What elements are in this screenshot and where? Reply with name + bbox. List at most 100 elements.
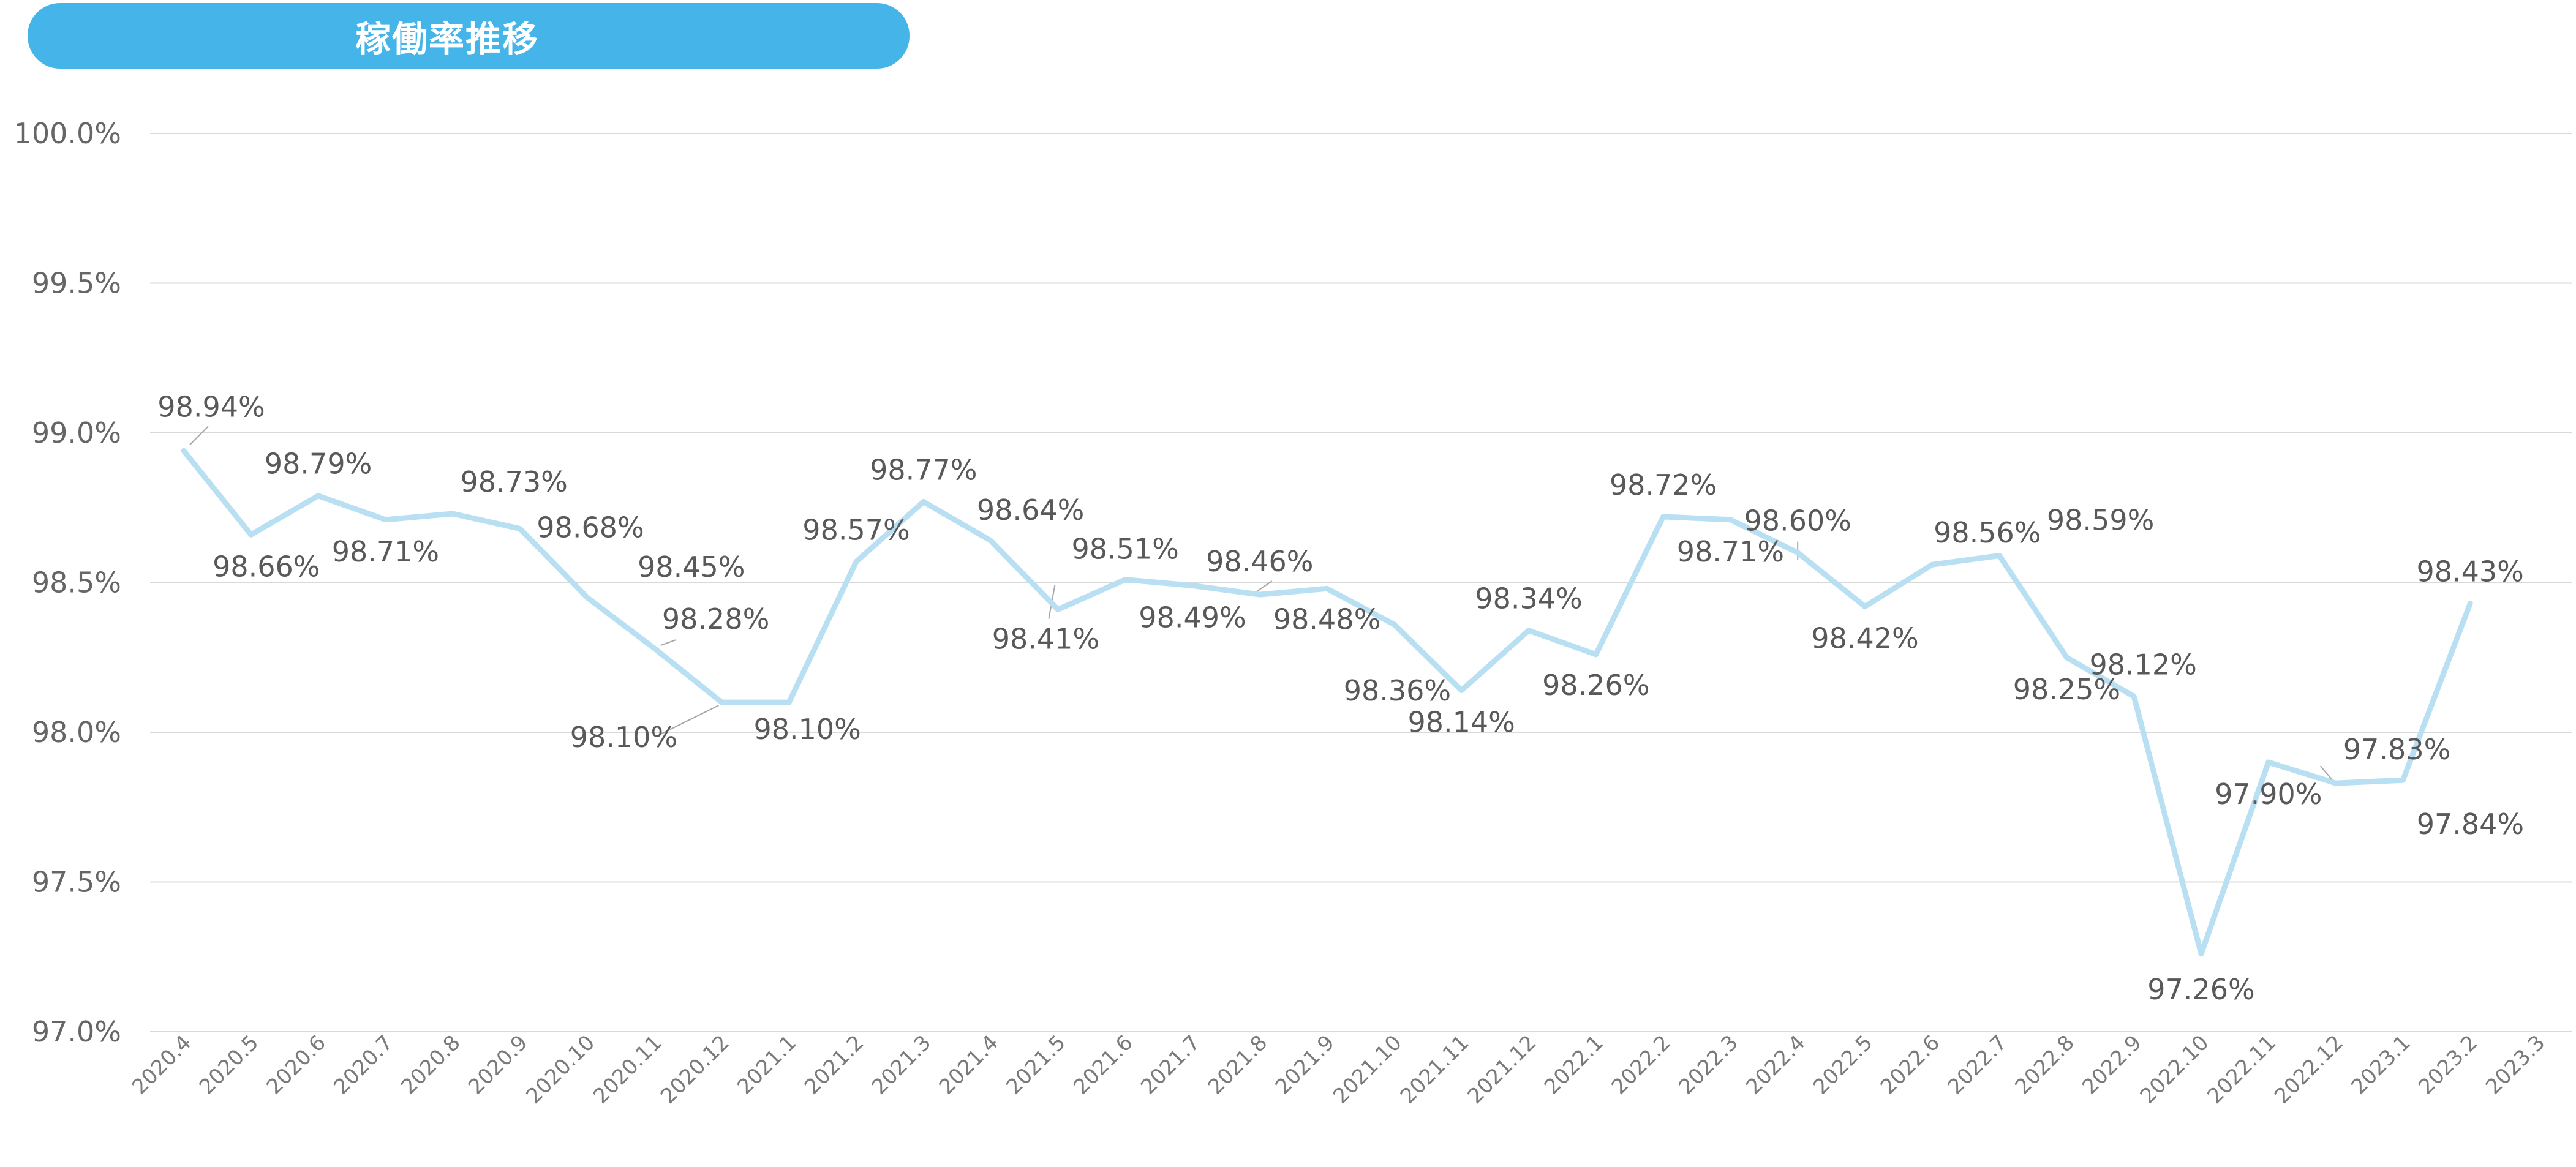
data-label: 98.71% <box>332 535 439 568</box>
y-tick-label: 97.0% <box>32 1015 121 1048</box>
y-tick-label: 98.0% <box>32 716 121 749</box>
x-tick-label: 2022.12 <box>2270 1030 2348 1109</box>
data-label: 97.84% <box>2417 808 2524 841</box>
x-axis-ticks: 2020.42020.52020.62020.72020.82020.92020… <box>127 1030 2550 1109</box>
data-label: 98.46% <box>1206 545 1313 578</box>
data-label: 98.42% <box>1811 622 1918 655</box>
data-label: 98.77% <box>870 453 977 486</box>
data-label: 98.10% <box>753 713 861 746</box>
x-tick-label: 2023.1 <box>2346 1030 2415 1099</box>
x-tick-label: 2022.2 <box>1607 1030 1676 1099</box>
x-tick-label: 2020.9 <box>464 1030 532 1099</box>
x-tick-label: 2022.11 <box>2202 1030 2281 1109</box>
data-point <box>1931 564 1933 566</box>
x-tick-label: 2023.3 <box>2481 1030 2550 1099</box>
data-point <box>1326 588 1328 590</box>
x-tick-label: 2023.2 <box>2414 1030 2482 1099</box>
x-tick-label: 2020.6 <box>262 1030 331 1099</box>
data-label: 98.43% <box>2416 555 2523 588</box>
leader-line <box>660 705 719 735</box>
data-point <box>856 561 857 563</box>
data-label: 98.36% <box>1344 674 1451 707</box>
data-label: 98.71% <box>1677 535 1784 568</box>
data-label: 98.51% <box>1071 533 1178 566</box>
data-point <box>721 702 723 704</box>
data-point <box>1595 653 1597 655</box>
x-tick-label: 2021.8 <box>1203 1030 1272 1099</box>
data-point <box>519 528 521 530</box>
data-point <box>788 702 790 704</box>
data-point <box>2201 953 2202 955</box>
x-tick-label: 2021.10 <box>1328 1030 1407 1109</box>
data-point <box>1461 689 1463 691</box>
leader-line <box>660 639 676 647</box>
data-point <box>653 648 655 650</box>
x-tick-label: 2020.10 <box>521 1030 600 1109</box>
x-tick-label: 2022.4 <box>1741 1030 1810 1099</box>
data-point <box>1797 552 1799 553</box>
y-tick-label: 99.5% <box>32 267 121 300</box>
data-point <box>1259 594 1260 596</box>
data-point <box>1864 606 1866 607</box>
data-point <box>2335 782 2337 784</box>
x-tick-label: 2022.7 <box>1943 1030 2012 1099</box>
data-label: 97.90% <box>2215 778 2322 811</box>
data-label: 98.94% <box>157 390 265 423</box>
x-tick-label: 2020.4 <box>127 1030 196 1099</box>
x-tick-label: 2020.12 <box>656 1030 734 1109</box>
data-point <box>1998 555 2000 557</box>
x-tick-label: 2022.9 <box>2077 1030 2146 1099</box>
data-label: 98.73% <box>460 465 567 498</box>
data-label: 98.45% <box>638 550 745 584</box>
data-label: 98.10% <box>570 721 677 754</box>
y-axis-ticks: 97.0% 97.5% 98.0% 98.5% 99.0% 99.5% 100.0% <box>14 117 121 1048</box>
data-label: 98.56% <box>1934 516 2041 549</box>
x-tick-label: 2021.6 <box>1069 1030 1137 1099</box>
x-tick-label: 2022.6 <box>1876 1030 1945 1099</box>
data-point <box>1528 629 1529 631</box>
y-tick-label: 100.0% <box>14 117 121 150</box>
data-label: 98.28% <box>662 602 769 636</box>
x-tick-label: 2020.7 <box>329 1030 397 1099</box>
data-label: 98.14% <box>1407 706 1515 739</box>
x-tick-label: 2022.5 <box>1809 1030 1877 1099</box>
y-tick-label: 99.0% <box>32 416 121 449</box>
gridlines <box>150 133 2572 1032</box>
leader-line <box>189 426 209 446</box>
data-label: 98.57% <box>802 513 910 546</box>
x-tick-label: 2021.4 <box>935 1030 1003 1099</box>
data-point <box>1730 519 1731 520</box>
x-tick-label: 2022.1 <box>1540 1030 1608 1099</box>
data-label: 98.12% <box>2089 648 2196 681</box>
data-point <box>2402 779 2404 781</box>
x-tick-label: 2021.2 <box>800 1030 868 1099</box>
x-tick-label: 2021.7 <box>1136 1030 1205 1099</box>
data-point <box>317 495 319 497</box>
data-point <box>1192 585 1193 587</box>
y-tick-label: 97.5% <box>32 866 121 899</box>
data-point <box>586 596 588 598</box>
data-point <box>1124 579 1126 580</box>
x-tick-label: 2020.11 <box>589 1030 667 1109</box>
data-point <box>1662 516 1664 517</box>
data-label: 98.26% <box>1542 669 1649 702</box>
data-label: 98.59% <box>2047 503 2154 536</box>
data-labels: 98.94% 98.66% 98.79% 98.71% 98.73% 98.68% 98.4… <box>157 390 2524 1006</box>
data-label: 98.49% <box>1139 601 1246 634</box>
data-point <box>2469 602 2471 604</box>
data-point <box>922 501 924 503</box>
data-label: 98.79% <box>265 448 372 481</box>
data-label: 98.68% <box>537 511 644 544</box>
x-tick-label: 2021.3 <box>867 1030 936 1099</box>
data-point <box>183 450 184 452</box>
data-label: 97.26% <box>2147 973 2254 1006</box>
x-tick-label: 2021.11 <box>1396 1030 1474 1109</box>
data-point <box>1057 609 1059 610</box>
data-point <box>385 519 386 520</box>
data-point <box>452 513 454 515</box>
y-tick-label: 98.5% <box>32 566 121 599</box>
data-label: 98.25% <box>2013 673 2120 706</box>
data-label: 98.60% <box>1744 505 1851 538</box>
x-tick-label: 2022.3 <box>1674 1030 1742 1099</box>
